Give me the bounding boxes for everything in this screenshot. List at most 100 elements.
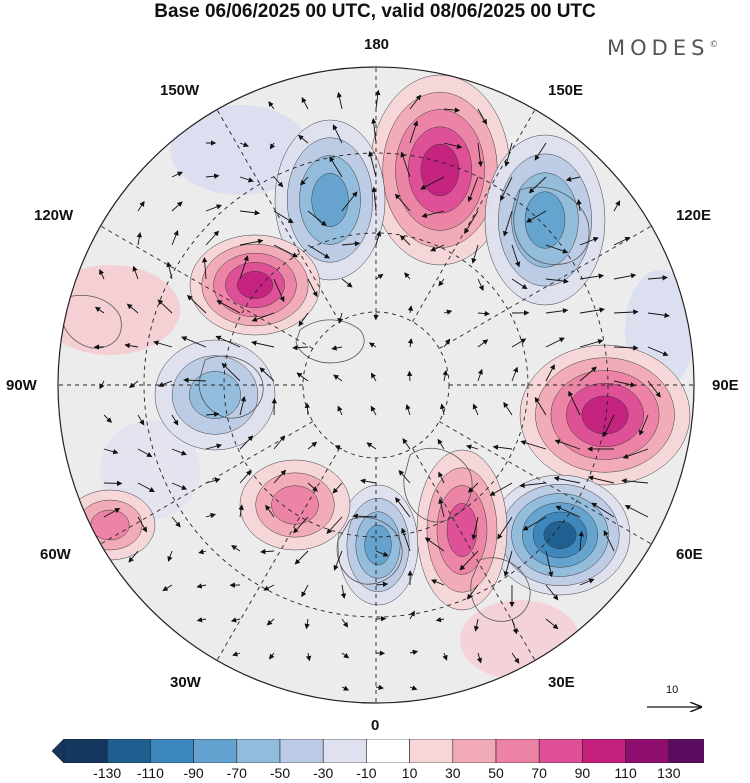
lon-label-120e: 120E (676, 207, 712, 224)
wind-arrow (337, 405, 343, 416)
wind-arrow (124, 342, 139, 349)
wind-arrow (273, 278, 285, 303)
wind-arrow (621, 478, 649, 484)
wind-arrow (296, 372, 309, 382)
colorbar-tick-label: -50 (269, 765, 291, 781)
wind-arrow (545, 244, 569, 254)
wind-arrow (492, 444, 513, 450)
wind-arrow (459, 550, 479, 571)
wind-arrow (239, 141, 249, 148)
wind-arrow (489, 482, 513, 496)
wind-arrow (269, 652, 275, 660)
wind-arrow (438, 471, 445, 484)
wind-arrow (269, 142, 276, 150)
wind-arrow (622, 448, 649, 459)
meridian-line (412, 107, 537, 323)
colorbar-swatch (495, 739, 540, 763)
colorbar-tick-label: 50 (488, 765, 504, 781)
wind-arrow (613, 380, 636, 388)
wind-arrow (341, 652, 350, 659)
wind-arrow (613, 273, 637, 280)
wind-arrow (503, 401, 513, 416)
wind-arrow (437, 438, 445, 450)
wind-arrow (511, 366, 519, 382)
lon-label-30e: 30E (548, 674, 575, 691)
wind-arrow (511, 278, 528, 290)
wind-arrow (579, 273, 605, 280)
wind-arrow (307, 278, 318, 298)
negative-anomaly (489, 474, 631, 596)
wind-arrow (553, 476, 581, 484)
wind-arrow (239, 210, 261, 216)
wind-arrow (443, 107, 461, 113)
wind-arrow (232, 651, 241, 657)
wind-arrow (443, 309, 453, 315)
wind-arrow (136, 231, 142, 246)
wind-arrow (409, 610, 415, 620)
wind-arrow (304, 618, 310, 630)
colorbar-swatch (582, 739, 626, 763)
map-disk (58, 67, 694, 703)
wind-arrow (333, 374, 343, 382)
colorbar-swatch (193, 739, 238, 763)
wind-arrow (534, 396, 547, 416)
wind-arrow (406, 370, 413, 382)
wind-arrow (332, 482, 343, 494)
wind-arrow (587, 475, 615, 484)
wind-arrow (497, 516, 513, 540)
wind-arrow (368, 342, 377, 348)
wind-arrow (466, 584, 479, 600)
wind-arrow (579, 339, 604, 348)
wind-arrow (407, 305, 414, 314)
wind-arrow (162, 584, 173, 592)
wind-arrow (511, 652, 520, 664)
wind-arrow (266, 618, 275, 626)
wind-arrow (613, 237, 631, 246)
colorbar-tick-label: 130 (657, 765, 681, 781)
wind-arrow (647, 275, 668, 281)
wind-arrow (137, 414, 145, 426)
wind-arrow (183, 377, 207, 383)
colorbar-swatch (150, 739, 194, 763)
colorbar-tick-label: 10 (401, 765, 418, 781)
wind-arrow (502, 210, 513, 237)
wind-arrow (467, 482, 479, 493)
wind-arrow (639, 414, 649, 436)
modes-logo: MODES© (607, 36, 718, 60)
wind-arrow (153, 340, 173, 348)
wind-arrow (370, 405, 377, 416)
wind-arrow (591, 502, 615, 518)
wind-arrow (647, 380, 661, 398)
wind-arrow (205, 173, 220, 179)
wind-arrow (239, 176, 254, 183)
wind-arrow (186, 294, 207, 314)
wind-arrow (326, 516, 343, 535)
meridian-line (98, 224, 314, 349)
meridian-line (438, 224, 654, 349)
map-title: Base 06/06/2025 00 UTC, valid 08/06/2025… (154, 1, 596, 22)
brand-mark: © (709, 40, 719, 50)
wind-arrow (443, 338, 451, 348)
wind-arrow (613, 200, 621, 212)
wind-arrow (305, 652, 312, 662)
brand-name: MODES (607, 36, 710, 60)
wind-arrow (409, 120, 419, 144)
wind-arrow (395, 497, 411, 518)
wind-arrow (171, 482, 188, 490)
wind-arrow (401, 527, 411, 552)
wind-arrow (435, 616, 445, 623)
wind-scale-label: 10 (666, 684, 679, 696)
wind-arrow (294, 550, 309, 565)
wind-arrow (298, 312, 309, 327)
colorbar-low-triangle (52, 739, 65, 763)
colorbar-swatch (366, 739, 410, 763)
wind-arrow (477, 339, 489, 348)
colorbar-swatch (322, 739, 367, 763)
wind-arrow (331, 345, 343, 351)
colorbar-swatch (279, 739, 324, 763)
positive-anomaly (416, 449, 508, 611)
wind-arrow (443, 142, 463, 149)
wind-arrow (554, 439, 581, 450)
wind-arrow (394, 193, 411, 212)
